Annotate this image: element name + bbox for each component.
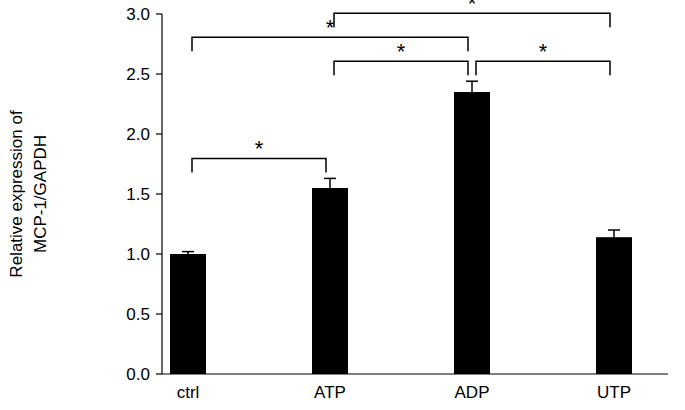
y-tick-label: 1.0	[126, 245, 150, 264]
y-tick-label: 0.0	[126, 365, 150, 384]
y-axis-label: MCP-1/GAPDH	[31, 135, 50, 253]
bars	[182, 81, 620, 254]
bar	[596, 237, 632, 374]
error-bar	[466, 81, 478, 92]
bar	[170, 254, 206, 374]
significance-label: *	[468, 0, 477, 16]
error-bar-stem	[471, 81, 473, 92]
error-bar-stem	[613, 230, 615, 237]
y-tick	[156, 193, 162, 194]
x-tick-label: ctrl	[177, 383, 200, 402]
bar	[312, 188, 348, 374]
x-tick-label: ATP	[314, 383, 346, 402]
y-axis-label: Relative expression of	[7, 110, 26, 278]
y-tick-label: 2.5	[126, 65, 150, 84]
error-bar-stem	[329, 178, 331, 188]
y-axis	[161, 14, 162, 374]
x-tick-label: ADP	[455, 383, 490, 402]
significance-label: *	[397, 39, 406, 64]
x-axis	[162, 373, 668, 374]
error-bar-cap	[466, 80, 478, 82]
y-tick	[156, 373, 162, 374]
x-tick-label: UTP	[597, 383, 631, 402]
y-tick-label: 3.0	[126, 5, 150, 24]
error-bar	[324, 178, 336, 188]
y-tick	[156, 13, 162, 14]
y-tick	[156, 313, 162, 314]
y-tick	[156, 73, 162, 74]
y-tick	[156, 253, 162, 254]
significance-label: *	[539, 39, 548, 64]
y-tick-label: 0.5	[126, 305, 150, 324]
error-bar	[182, 252, 194, 254]
significance-label: *	[255, 136, 264, 161]
error-bar-cap	[324, 178, 336, 180]
y-tick-label: 2.0	[126, 125, 150, 144]
bar	[454, 92, 490, 374]
error-bar-cap	[182, 251, 194, 253]
error-bar	[608, 230, 620, 237]
y-tick-label: 1.5	[126, 185, 150, 204]
error-bar-cap	[608, 229, 620, 231]
y-tick	[156, 133, 162, 134]
